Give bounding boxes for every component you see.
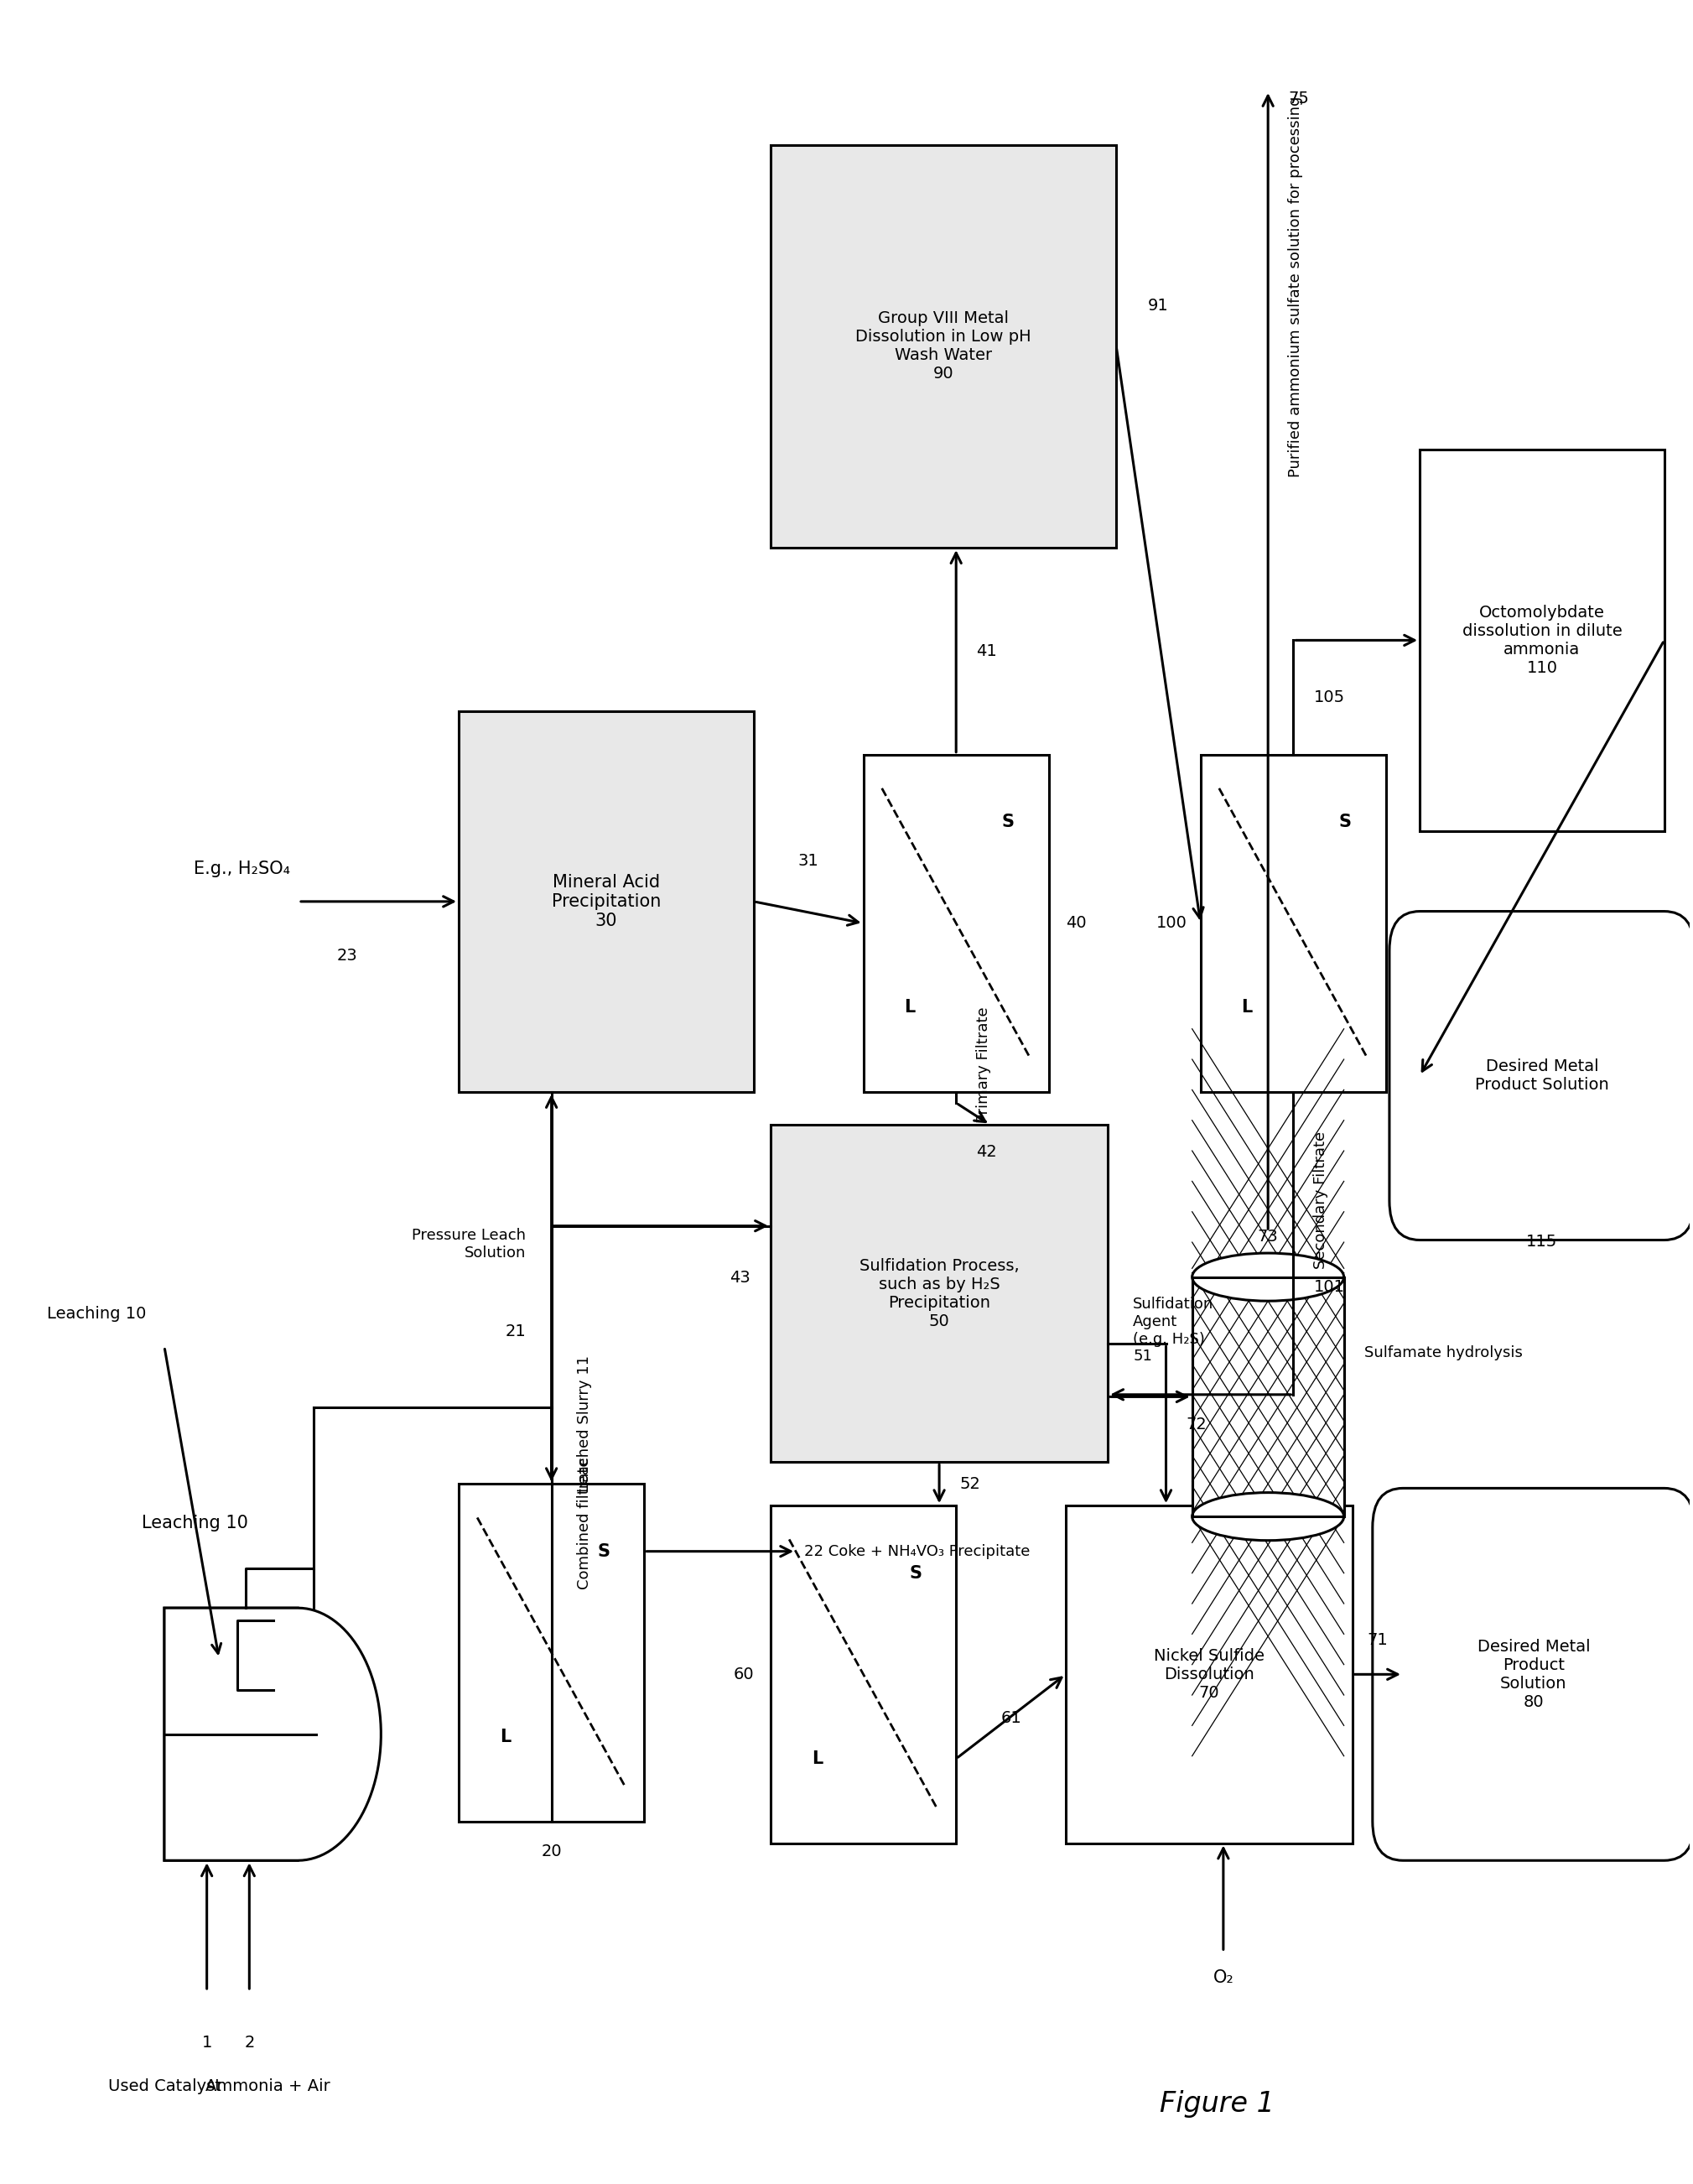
Text: 31: 31 bbox=[797, 854, 819, 869]
Text: Mineral Acid
Precipitation
30: Mineral Acid Precipitation 30 bbox=[552, 874, 660, 930]
Text: Primary Filtrate: Primary Filtrate bbox=[977, 1007, 992, 1123]
Text: Leached Slurry 11: Leached Slurry 11 bbox=[577, 1356, 593, 1492]
Text: Combined filtrate: Combined filtrate bbox=[577, 1457, 593, 1590]
Text: 73: 73 bbox=[1258, 1227, 1278, 1245]
Text: O₂: O₂ bbox=[1212, 1970, 1234, 1985]
Text: 43: 43 bbox=[730, 1269, 750, 1286]
Text: 115: 115 bbox=[1527, 1234, 1558, 1249]
Text: Desired Metal
Product Solution: Desired Metal Product Solution bbox=[1475, 1059, 1608, 1092]
Bar bbox=[1065, 1505, 1353, 1843]
Text: 42: 42 bbox=[977, 1144, 997, 1160]
FancyBboxPatch shape bbox=[1390, 911, 1693, 1241]
Ellipse shape bbox=[1192, 1254, 1344, 1302]
Text: 23: 23 bbox=[337, 948, 357, 963]
Text: L: L bbox=[811, 1749, 823, 1767]
Text: Sulfidation Process,
such as by H₂S
Precipitation
50: Sulfidation Process, such as by H₂S Prec… bbox=[860, 1258, 1019, 1330]
Bar bbox=[770, 144, 1116, 548]
Text: 72: 72 bbox=[1187, 1417, 1207, 1433]
Text: 91: 91 bbox=[1148, 297, 1168, 314]
Ellipse shape bbox=[1192, 1492, 1344, 1540]
Text: Leaching 10: Leaching 10 bbox=[142, 1516, 247, 1531]
FancyBboxPatch shape bbox=[164, 1607, 298, 1861]
Bar bbox=[1192, 1278, 1344, 1516]
Text: S: S bbox=[598, 1542, 609, 1559]
Text: 41: 41 bbox=[977, 642, 997, 660]
Text: L: L bbox=[1241, 1000, 1253, 1016]
Bar bbox=[1420, 450, 1664, 830]
Text: Secondary Filtrate: Secondary Filtrate bbox=[1314, 1131, 1329, 1269]
Text: Sulfidation
Agent
(e.g. H₂S)
51: Sulfidation Agent (e.g. H₂S) 51 bbox=[1133, 1297, 1214, 1365]
Text: Sulfamate hydrolysis: Sulfamate hydrolysis bbox=[1365, 1345, 1522, 1361]
Text: 1: 1 bbox=[201, 2035, 212, 2051]
Text: 61: 61 bbox=[1001, 1710, 1021, 1725]
Polygon shape bbox=[164, 1607, 381, 1861]
Text: S: S bbox=[909, 1564, 921, 1581]
Bar bbox=[459, 712, 753, 1092]
Text: Ammonia + Air: Ammonia + Air bbox=[205, 2079, 330, 2094]
FancyBboxPatch shape bbox=[1373, 1487, 1693, 1861]
Text: 105: 105 bbox=[1314, 690, 1344, 705]
Text: 2: 2 bbox=[244, 2035, 254, 2051]
Text: 75: 75 bbox=[1288, 90, 1309, 107]
Text: S: S bbox=[1002, 815, 1014, 830]
Text: Leaching 10: Leaching 10 bbox=[47, 1306, 146, 1321]
Text: S: S bbox=[1339, 815, 1351, 830]
Text: L: L bbox=[904, 1000, 916, 1016]
Text: 22 Coke + NH₄VO₃ Precipitate: 22 Coke + NH₄VO₃ Precipitate bbox=[804, 1544, 1031, 1559]
Text: L: L bbox=[499, 1728, 511, 1745]
Text: Desired Metal
Product
Solution
80: Desired Metal Product Solution 80 bbox=[1476, 1638, 1590, 1710]
Bar bbox=[770, 1125, 1107, 1461]
Text: 20: 20 bbox=[542, 1843, 562, 1859]
Text: E.g., H₂SO₄: E.g., H₂SO₄ bbox=[193, 860, 290, 878]
Bar bbox=[863, 753, 1050, 1092]
Text: 101: 101 bbox=[1314, 1280, 1344, 1295]
Text: 52: 52 bbox=[960, 1476, 980, 1492]
Text: Pressure Leach
Solution: Pressure Leach Solution bbox=[411, 1227, 527, 1260]
Text: Nickel Sulfide
Dissolution
70: Nickel Sulfide Dissolution 70 bbox=[1153, 1649, 1265, 1701]
Text: 100: 100 bbox=[1156, 915, 1187, 930]
Text: Used Catalyst: Used Catalyst bbox=[108, 2079, 220, 2094]
Text: Group VIII Metal
Dissolution in Low pH
Wash Water
90: Group VIII Metal Dissolution in Low pH W… bbox=[855, 310, 1031, 382]
Text: 71: 71 bbox=[1368, 1631, 1388, 1649]
Bar bbox=[1192, 1278, 1344, 1516]
Text: Octomolybdate
dissolution in dilute
ammonia
110: Octomolybdate dissolution in dilute ammo… bbox=[1463, 605, 1622, 675]
Text: Figure 1: Figure 1 bbox=[1160, 2090, 1275, 2118]
Bar bbox=[1200, 753, 1387, 1092]
Bar bbox=[459, 1483, 643, 1821]
Text: 60: 60 bbox=[733, 1666, 753, 1682]
Text: 21: 21 bbox=[506, 1324, 527, 1339]
Text: 40: 40 bbox=[1065, 915, 1087, 930]
Text: Purified ammonium sulfate solution for processing: Purified ammonium sulfate solution for p… bbox=[1288, 96, 1304, 476]
Bar bbox=[770, 1505, 957, 1843]
